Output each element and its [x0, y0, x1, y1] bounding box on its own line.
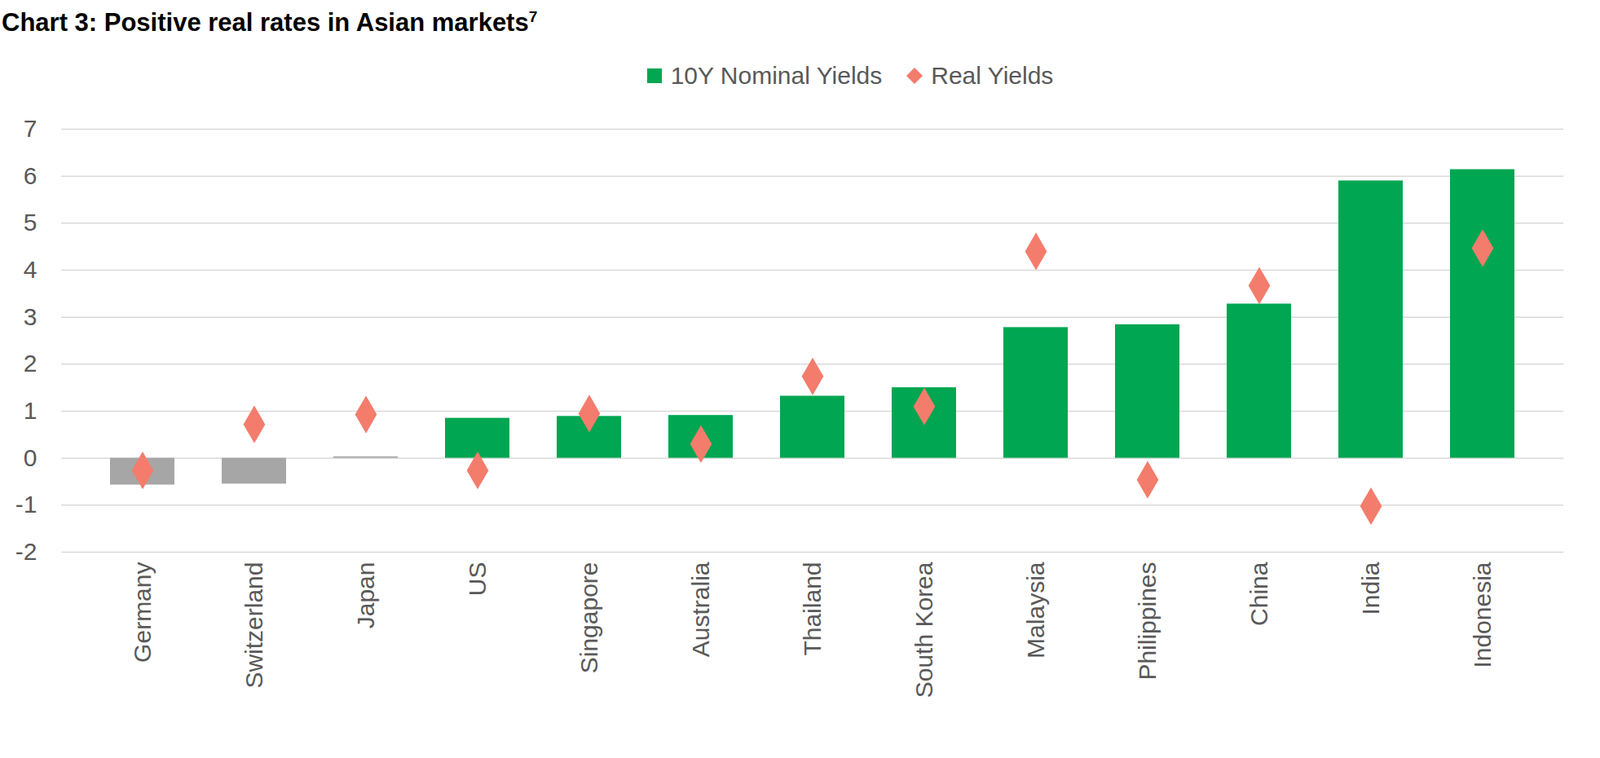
svg-text:Philippines: Philippines	[1133, 562, 1161, 681]
html-text:Chart 3: Positive real rates i: Chart 3: Positive real rates in Asian ma…	[1, 8, 538, 37]
svg-text:3: 3	[23, 303, 38, 331]
svg-text:Singapore: Singapore	[575, 562, 603, 675]
svg-text:Switzerland: Switzerland	[240, 562, 268, 689]
svg-text:-2: -2	[15, 537, 38, 565]
svg-text:Germany: Germany	[128, 562, 156, 663]
svg-text:-1: -1	[15, 490, 38, 518]
svg-text:7: 7	[23, 114, 38, 142]
svg-text:Malaysia: Malaysia	[1022, 561, 1050, 659]
svg-text:US: US	[463, 562, 491, 597]
svg-text:Thailand: Thailand	[798, 562, 826, 657]
svg-text:4: 4	[23, 255, 38, 283]
svg-text:6: 6	[23, 162, 38, 190]
svg-text:India: India	[1357, 561, 1385, 615]
svg-text:Indonesia: Indonesia	[1468, 561, 1496, 668]
svg-text:China: China	[1245, 561, 1273, 626]
svg-text:Australia: Australia	[687, 561, 715, 657]
svg-text:South Korea: South Korea	[910, 561, 938, 698]
html-text:Real Yields: Real Yields	[931, 61, 1054, 89]
svg-text:Japan: Japan	[352, 562, 380, 630]
svg-text:1: 1	[23, 396, 38, 424]
svg-text:5: 5	[23, 208, 38, 236]
html-text:10Y Nominal Yields: 10Y Nominal Yields	[670, 61, 883, 89]
svg-text:2: 2	[23, 349, 38, 377]
svg-text:0: 0	[23, 444, 38, 472]
